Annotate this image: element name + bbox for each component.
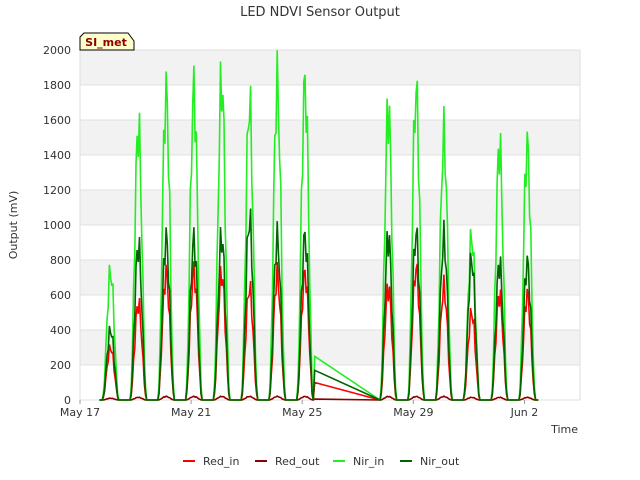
- y-tick-label: 1600: [43, 114, 71, 127]
- legend-label: Nir_in: [353, 455, 384, 468]
- x-tick-label: May 29: [393, 406, 433, 419]
- plot-band: [80, 225, 580, 260]
- plot-band: [80, 190, 580, 225]
- series-line-nir-out: [99, 208, 539, 402]
- x-tick-label: Jun 2: [510, 406, 539, 419]
- y-tick-label: 1000: [43, 219, 71, 232]
- badge-label: SI_met: [85, 36, 127, 49]
- x-tick-label: May 21: [171, 406, 211, 419]
- grid-lines: [80, 49, 580, 401]
- plot-band: [80, 120, 580, 155]
- x-tick-label: May 25: [282, 406, 322, 419]
- y-tick-label: 400: [50, 324, 71, 337]
- y-tick-label: 2000: [43, 44, 71, 57]
- plot-band: [80, 85, 580, 120]
- y-tick-label: 0: [64, 394, 71, 407]
- legend-label: Red_out: [275, 455, 320, 468]
- x-tick-labels: May 17 May 21 May 25 May 29 Jun 2: [60, 400, 538, 419]
- legend-label: Nir_out: [420, 455, 460, 468]
- badge-shape: [79, 32, 135, 51]
- y-tick-label: 1800: [43, 79, 71, 92]
- x-tick-label: May 17: [60, 406, 100, 419]
- legend-label: Red_in: [203, 455, 239, 468]
- site-badge: SI_met: [79, 32, 135, 51]
- chart-title: LED NDVI Sensor Output: [240, 5, 400, 20]
- series-lines: [99, 50, 539, 402]
- plot-band: [80, 155, 580, 190]
- y-tick-label: 600: [50, 289, 71, 302]
- y-tick-label: 200: [50, 359, 71, 372]
- y-axis-label: Output (mV): [7, 191, 20, 260]
- x-axis-label: Time: [550, 423, 578, 436]
- plot-band: [80, 365, 580, 400]
- plot-band: [80, 50, 580, 85]
- y-tick-label: 1200: [43, 184, 71, 197]
- y-tick-label: 800: [50, 254, 71, 267]
- legend: Red_in Red_out Nir_in Nir_out: [183, 455, 460, 468]
- y-tick-labels: 0 200 400 600 800 1000 1200 1400 1600 1800 2000: [43, 44, 71, 407]
- y-tick-label: 1400: [43, 149, 71, 162]
